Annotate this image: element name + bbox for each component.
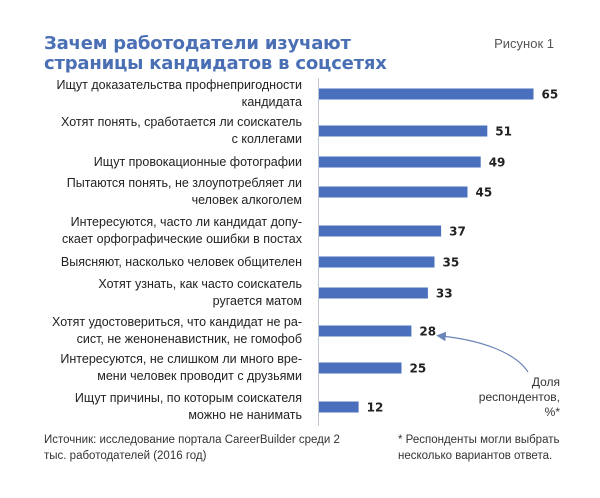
category-label-line: Интересуются, не слишком ли много вре- [60, 352, 302, 366]
bar-6 [319, 256, 435, 268]
bar-value-label: 35 [443, 256, 460, 270]
category-label: Ищут доказательства профнепригодности кан… [20, 77, 302, 111]
category-label-line: человек алкоголем [191, 193, 302, 207]
bar-8 [319, 325, 412, 337]
bar-3 [319, 156, 481, 168]
category-label-line: мени человек проводит с друзьями [97, 369, 302, 383]
category-label-line: Выясняют, насколько человек общителен [60, 254, 302, 269]
bar-2 [319, 125, 488, 137]
source-note: Источник: исследование портала CareerBui… [44, 434, 340, 462]
category-label: Хотят понять, сработается ли соискатель с… [20, 114, 302, 148]
bar-value-label: 33 [436, 287, 453, 301]
bar-value-label: 49 [489, 156, 506, 170]
category-label-line: можно не нанимать [188, 408, 302, 422]
category-label-line: Ищут доказательства профнепригодности [56, 78, 302, 92]
category-label-line: сист, не женоненавистник, не гомофоб [76, 332, 302, 346]
value-axis-line [318, 78, 319, 426]
category-label-line: Ищут провокационные фотографии [93, 154, 302, 169]
category-label-line: Интересуются, часто ли кандидат допу- [70, 215, 302, 229]
category-label-line: Хотят узнать, как часто соискатель [98, 277, 302, 291]
bar-value-label: 51 [495, 125, 512, 139]
figure-label: Рисунок 1 [494, 36, 554, 51]
bar-value-label: 45 [476, 186, 493, 200]
category-label: Интересуются, часто ли кандидат допу-ска… [20, 214, 302, 248]
annotation-arrow [436, 331, 529, 373]
bar-5 [319, 225, 442, 237]
bar-value-label: 12 [367, 401, 384, 415]
category-label-line: Ищут причины, по которым соискателя [74, 391, 302, 405]
category-label-line: с коллегами [231, 132, 302, 146]
bar-7 [319, 287, 428, 299]
category-label: Хотят узнать, как часто соискатель ругает… [20, 276, 302, 310]
category-label: Ищут провокационные фотографии [20, 154, 302, 171]
bar-value-label: 65 [542, 88, 559, 102]
category-label-line: Хотят удостовериться, что кандидат не ра… [52, 315, 302, 329]
category-label-line: кандидата [241, 95, 302, 109]
bar-1 [319, 88, 534, 100]
respondents-label: Доля респондентов, %* [478, 375, 560, 419]
category-label-line: скает орфографические ошибки в постах [61, 232, 302, 246]
bar-value-label: 28 [419, 325, 436, 339]
chart-title: Зачем работодатели изучают страницы канд… [44, 33, 387, 74]
category-label: Пытаются понять, не злоупотребляет ли чел… [20, 175, 302, 209]
category-label-line: Хотят понять, сработается ли соискатель [61, 115, 302, 129]
bar-value-label: 25 [410, 362, 427, 376]
category-label: Ищут причины, по которым соискателя можно… [20, 390, 302, 424]
category-label: Выясняют, насколько человек общителен [20, 254, 302, 271]
category-label: Хотят удостовериться, что кандидат не ра… [20, 314, 302, 348]
bar-value-label: 37 [449, 225, 466, 239]
category-label: Интересуются, не слишком ли много вре-ме… [20, 351, 302, 385]
footnote: * Респонденты могли выбрать несколько ва… [398, 434, 560, 462]
bar-10 [319, 401, 359, 413]
bar-9 [319, 362, 402, 374]
bar-4 [319, 186, 468, 198]
category-label-line: Пытаются понять, не злоупотребляет ли [66, 176, 302, 190]
category-label-line: ругается матом [212, 294, 302, 308]
